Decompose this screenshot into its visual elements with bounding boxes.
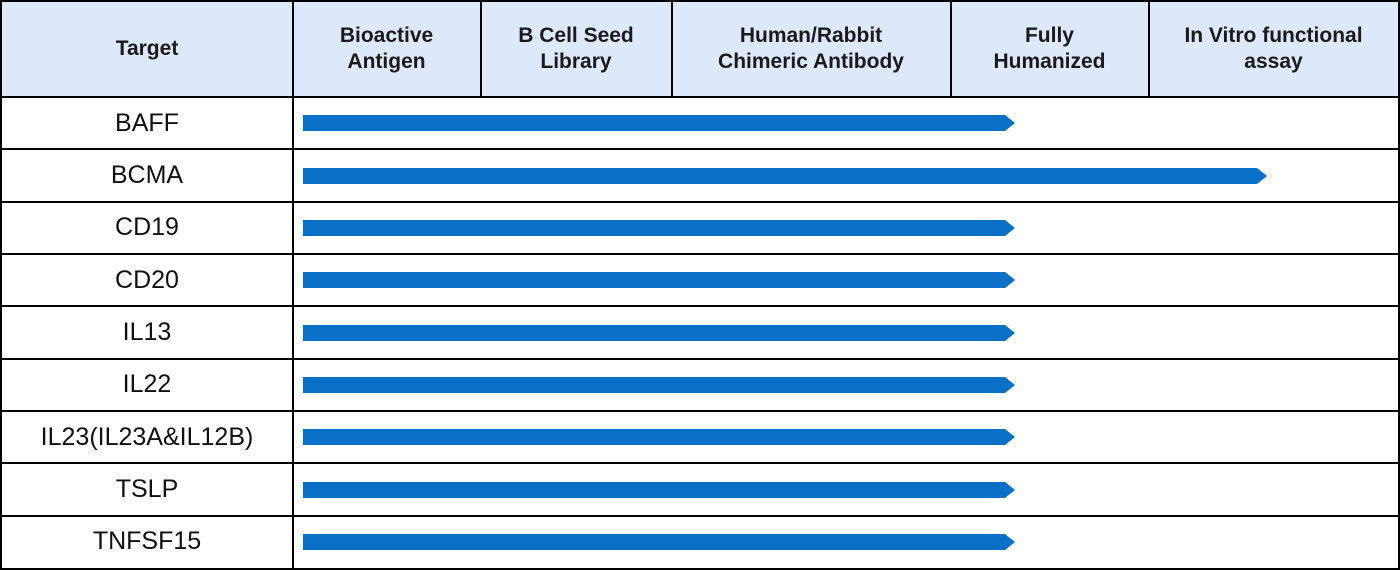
- header-divider: [0, 96, 1400, 98]
- row-target-label: CD20: [115, 265, 179, 294]
- header-stage-fully-humanized: Fully Humanized: [951, 1, 1148, 96]
- row-target-label: IL13: [122, 317, 172, 346]
- progress-bar: [303, 481, 1015, 498]
- progress-bar-body: [303, 429, 1005, 446]
- progress-bar-arrow-tip: [1004, 429, 1015, 446]
- progress-bar: [303, 167, 1267, 184]
- progress-bar-body: [303, 376, 1005, 393]
- table-border-bottom: [0, 568, 1400, 570]
- header-stage-divider: [950, 0, 952, 97]
- header-stage-b-cell-seed-library: B Cell Seed Library: [481, 1, 671, 96]
- row-target-label: CD19: [115, 213, 179, 242]
- progress-bar-arrow-tip: [1004, 115, 1015, 132]
- header-stage-divider: [1148, 0, 1150, 97]
- progress-bar-body: [303, 324, 1005, 341]
- header-stage-divider: [480, 0, 482, 97]
- header-stage-bioactive-antigen: Bioactive Antigen: [293, 1, 480, 96]
- row-target-label: TSLP: [115, 474, 179, 503]
- row-divider: [0, 462, 1400, 464]
- table-border-right: [1398, 0, 1400, 570]
- header-stage-divider: [671, 0, 673, 97]
- progress-bar-body: [303, 533, 1005, 550]
- row-divider: [0, 148, 1400, 150]
- row-target-label: IL22: [122, 370, 172, 399]
- target-column-divider: [292, 0, 294, 570]
- row-target-label: BCMA: [110, 160, 184, 189]
- progress-bar: [303, 219, 1015, 236]
- row-divider: [0, 358, 1400, 360]
- table-border-top: [0, 0, 1400, 2]
- progress-bar-body: [303, 115, 1005, 132]
- header-stage-chimeric-antibody: Human/Rabbit Chimeric Antibody: [672, 1, 950, 96]
- progress-bar: [303, 115, 1015, 132]
- progress-bar-arrow-tip: [1004, 272, 1015, 289]
- progress-bar: [303, 272, 1015, 289]
- row-target-label: BAFF: [115, 108, 179, 137]
- row-target-label: IL23(IL23A&IL12B): [40, 422, 254, 451]
- row-divider: [0, 410, 1400, 412]
- table-border-left: [0, 0, 2, 570]
- progress-bar-arrow-tip: [1004, 219, 1015, 236]
- progress-bar-body: [303, 219, 1005, 236]
- progress-bar-body: [303, 167, 1257, 184]
- progress-bar-arrow-tip: [1004, 533, 1015, 550]
- progress-bar-body: [303, 481, 1005, 498]
- progress-bar: [303, 324, 1015, 341]
- header-stage-in-vitro-assay: In Vitro functional assay: [1149, 1, 1398, 96]
- row-divider: [0, 253, 1400, 255]
- progress-bar-arrow-tip: [1004, 481, 1015, 498]
- progress-bar: [303, 429, 1015, 446]
- progress-bar-body: [303, 272, 1005, 289]
- progress-bar: [303, 376, 1015, 393]
- progress-bar: [303, 533, 1015, 550]
- row-divider: [0, 201, 1400, 203]
- row-divider: [0, 515, 1400, 517]
- header-target: Target: [2, 1, 292, 96]
- progress-bar-arrow-tip: [1256, 167, 1267, 184]
- row-divider: [0, 305, 1400, 307]
- progress-bar-arrow-tip: [1004, 324, 1015, 341]
- progress-bar-arrow-tip: [1004, 376, 1015, 393]
- row-target-label: TNFSF15: [92, 527, 202, 556]
